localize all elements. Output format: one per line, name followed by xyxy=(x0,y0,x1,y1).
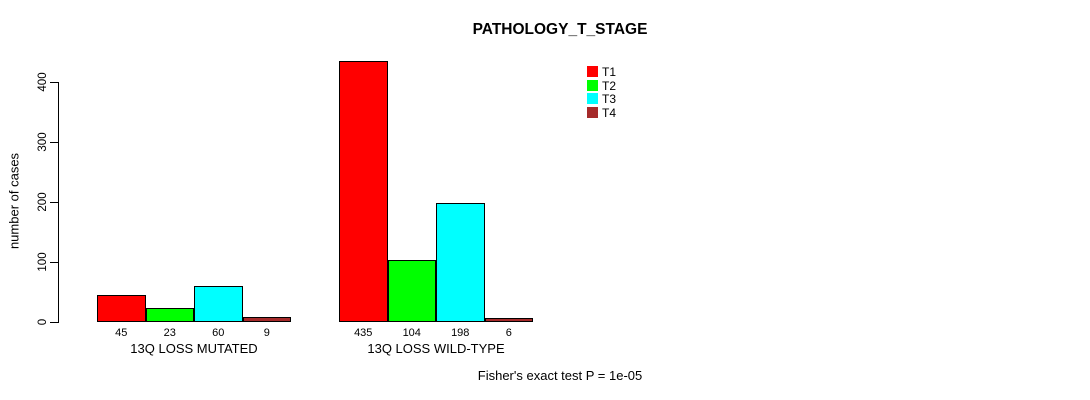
statistical-test-footnote: Fisher's exact test P = 1e-05 xyxy=(477,368,643,383)
legend-swatch xyxy=(587,93,598,104)
y-axis-tick-label: 0 xyxy=(37,318,49,326)
bar-value-label: 9 xyxy=(263,327,270,339)
legend-label: T1 xyxy=(602,65,617,79)
y-axis-tick-label: 300 xyxy=(37,132,49,152)
y-axis-tick xyxy=(50,202,58,203)
legend-label: T3 xyxy=(602,92,617,106)
y-axis-tick xyxy=(50,142,58,143)
chart-title: PATHOLOGY_T_STAGE xyxy=(472,21,648,38)
bar xyxy=(387,259,436,322)
bar-value-label: 104 xyxy=(402,327,421,339)
x-axis-group-label: 13Q LOSS MUTATED xyxy=(130,341,258,356)
bar xyxy=(97,295,146,322)
bar xyxy=(242,316,291,322)
legend-swatch xyxy=(587,66,598,77)
bar-value-label: 23 xyxy=(163,327,176,339)
y-axis-tick-label: 400 xyxy=(37,72,49,92)
y-axis-tick-label: 200 xyxy=(37,192,49,212)
x-axis-group-label: 13Q LOSS WILD-TYPE xyxy=(367,341,505,356)
bar-value-label: 435 xyxy=(354,327,373,339)
bar-value-label: 6 xyxy=(505,327,512,339)
bar xyxy=(339,61,388,322)
bar xyxy=(484,318,533,322)
bar xyxy=(145,308,194,322)
legend-label: T4 xyxy=(602,105,617,120)
legend-label: T2 xyxy=(602,78,617,93)
y-axis-tick xyxy=(50,322,58,323)
y-axis-line xyxy=(58,82,59,323)
legend-swatch xyxy=(587,79,598,91)
bar-value-label: 198 xyxy=(451,327,470,339)
bar xyxy=(194,286,243,322)
legend-swatch xyxy=(587,106,598,118)
y-axis-label: number of cases xyxy=(6,152,22,250)
bar xyxy=(436,203,485,322)
y-axis-tick-label: 100 xyxy=(37,252,49,272)
bar-value-label: 60 xyxy=(212,327,225,339)
y-axis-tick xyxy=(50,82,58,83)
bar-value-label: 45 xyxy=(115,327,128,339)
y-axis-tick xyxy=(50,262,58,263)
